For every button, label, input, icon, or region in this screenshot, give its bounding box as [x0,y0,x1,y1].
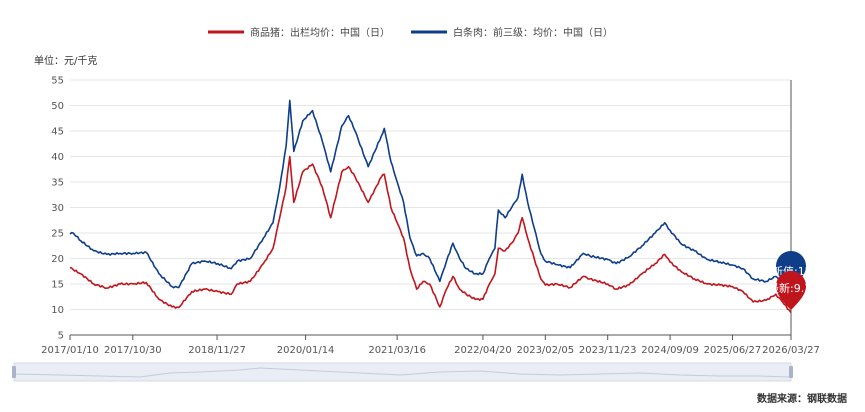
legend-label-pork-price: 白条肉：前三级：均价：中国（日） [453,26,613,39]
y-tick-label: 50 [51,101,64,112]
y-tick-label: 55 [51,76,64,87]
y-tick-label: 40 [51,152,64,163]
legend-label-pig-price: 商品猪：出栏均价：中国（日） [250,26,390,39]
x-tick-label: 2025/06/27 [704,345,762,356]
y-tick-label: 15 [51,280,64,291]
badge-label-pork: 最新值:12.5 [761,264,822,278]
series-line-pig-price[interactable] [69,155,792,314]
x-tick-label: 2026/03/27 [762,345,820,356]
unit-label: 单位：元/千克 [34,54,97,67]
slider-track[interactable] [13,362,792,382]
data-source: 数据来源：钢联数据 [757,392,847,405]
x-tick-label: 2024/09/09 [641,345,699,356]
grid-lines [70,79,791,310]
x-tick-label: 2020/01/14 [277,345,335,356]
x-tick-label: 2017/01/10 [41,345,99,356]
y-tick-label: 5 [58,331,64,342]
data-zoom-slider[interactable] [12,362,793,382]
series-line-pork-price[interactable] [69,99,792,298]
y-tick-label: 45 [51,127,64,138]
series-group [69,99,792,314]
badge-pin-pig [776,271,806,310]
x-tick-label: 2022/04/20 [454,345,512,356]
y-tick-label: 30 [51,203,64,214]
badge-label-pig: 最新:9.38 [768,281,818,295]
legend[interactable]: 商品猪：出栏均价：中国（日） 白条肉：前三级：均价：中国（日） [208,26,613,39]
y-axis: 5 10 15 20 25 30 35 40 45 50 55 [51,76,64,342]
y-tick-label: 35 [51,178,64,189]
legend-item-pork-price[interactable]: 白条肉：前三级：均价：中国（日） [411,26,613,39]
y-tick-label: 20 [51,254,64,265]
latest-badge-pig: 最新:9.38 [768,271,818,310]
x-tick-label: 2017/10/30 [104,345,162,356]
x-tick-label: 2023/02/05 [516,345,574,356]
slider-handle-left[interactable] [12,366,16,378]
legend-item-pig-price[interactable]: 商品猪：出栏均价：中国（日） [208,26,390,39]
x-tick-label: 2023/11/23 [579,345,637,356]
y-tick-label: 25 [51,229,64,240]
x-tick-label: 2021/03/16 [368,345,426,356]
x-tick-label: 2018/11/27 [188,345,246,356]
y-tick-label: 10 [51,305,64,316]
x-axis: 2017/01/10 2017/10/30 2018/11/27 2020/01/14… [41,335,820,356]
slider-preview-line [13,367,792,378]
slider-handle-right[interactable] [789,366,793,378]
